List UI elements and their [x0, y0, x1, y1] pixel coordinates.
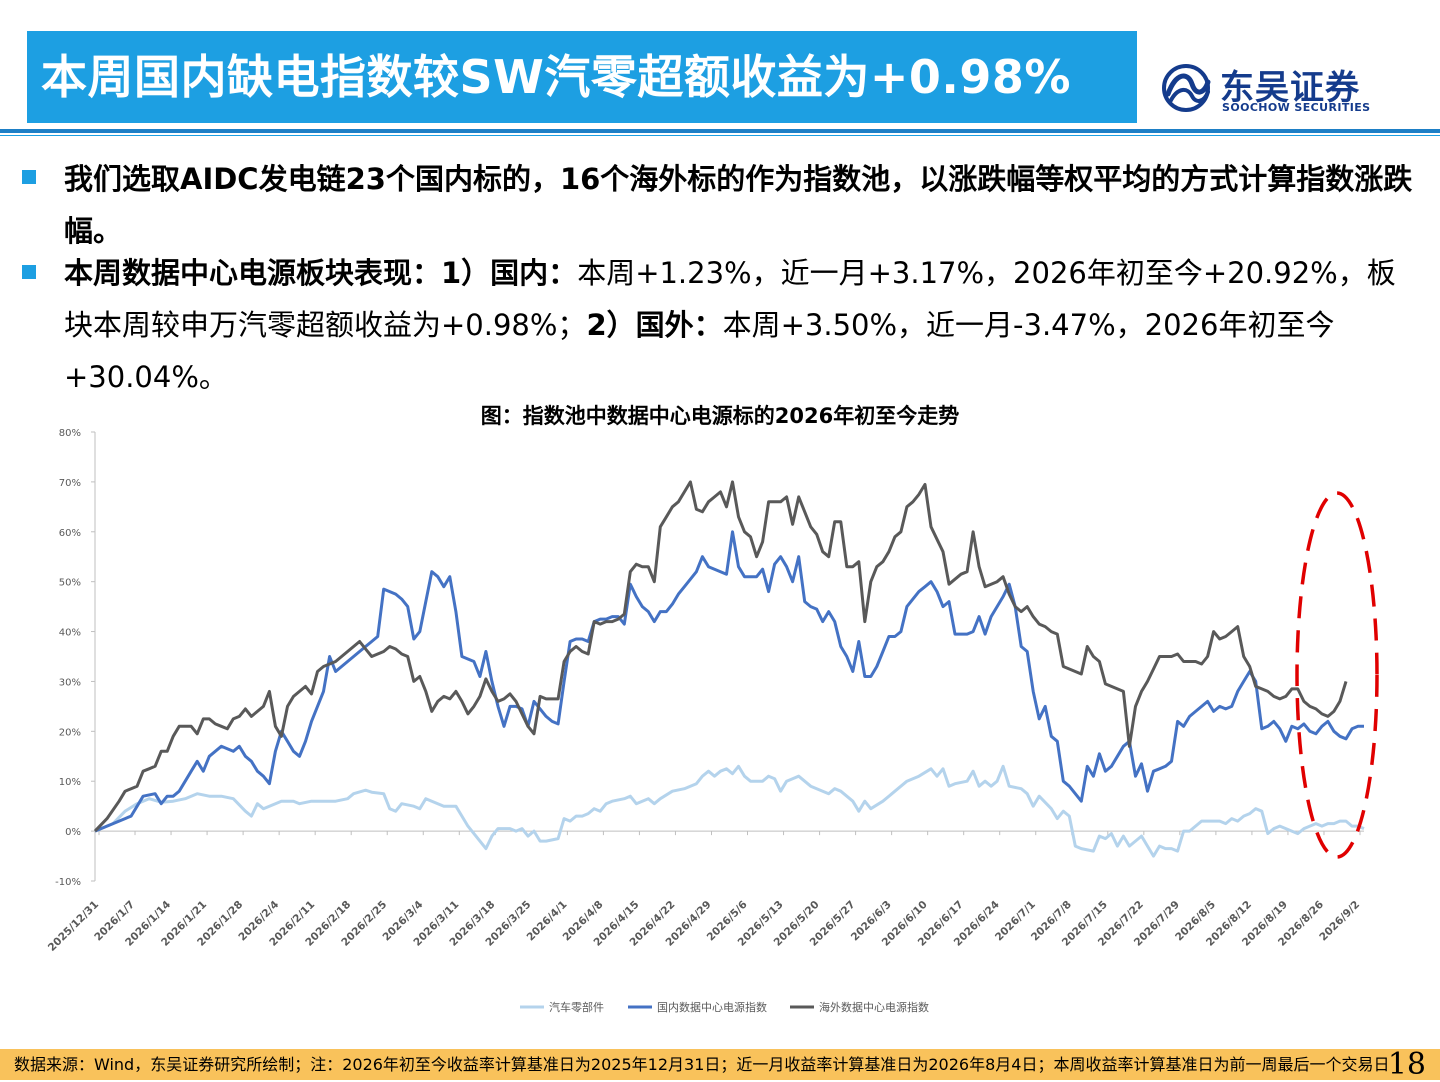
x-tick-label: 2025/12/31 — [46, 899, 101, 954]
y-tick-label: 40% — [59, 628, 81, 639]
bullet-paragraph-1: 我们选取AIDC发电链23个国内标的，16个海外标的作为指数池，以涨跌幅等权平均… — [64, 153, 1424, 257]
footer-bar: 数据来源：Wind，东吴证券研究所绘制；注：2026年初至今收益率计算基准日为2… — [0, 1049, 1440, 1080]
y-tick-label: 0% — [65, 827, 81, 838]
line-chart: -10% 0% 10% 20% 30% 40% 50% 60% 70% 80% 2025/12/31… — [46, 428, 1379, 1014]
legend-label: 汽车零部件 — [549, 1000, 604, 1014]
data-source-note: 数据来源：Wind，东吴证券研究所绘制；注：2026年初至今收益率计算基准日为2… — [14, 1055, 1390, 1074]
bullet-2-text-2: 本周+3.50%，近一月-3.47%，2026年初至今+30.04%。 — [64, 308, 1335, 394]
y-tick-label: -10% — [55, 877, 81, 888]
bullet-2-bold-2: 2）国外： — [586, 308, 723, 342]
series-line-3 — [93, 480, 1348, 833]
y-tick-label: 60% — [59, 528, 81, 539]
series-line-1 — [94, 764, 1365, 858]
bullet-1-bold: 我们选取AIDC发电链23个国内标的，16个海外标的作为指数池，以涨跌幅等权平均… — [64, 162, 1413, 248]
logo-text-en: SOOCHOW SECURITIES — [1222, 101, 1371, 114]
bullet-icon — [22, 265, 36, 279]
chart-title: 图：指数池中数据中心电源标的2026年初至今走势 — [480, 404, 960, 428]
highlight-ellipse — [1295, 491, 1379, 859]
y-tick-label: 20% — [59, 727, 81, 738]
series-line-2 — [94, 530, 1364, 833]
page-title: 本周国内缺电指数较SW汽零超额收益为+0.98% — [41, 50, 1071, 104]
y-tick-label: 70% — [59, 478, 81, 489]
bullet-2-bold-1: 本周数据中心电源板块表现：1）国内： — [64, 256, 578, 290]
bullet-paragraph-2: 本周数据中心电源板块表现：1）国内：本周+1.23%，近一月+3.17%，202… — [64, 247, 1424, 403]
header-divider — [0, 129, 1440, 133]
y-tick-label: 10% — [59, 777, 81, 788]
bullet-icon — [22, 170, 36, 184]
bullet-2-text-1: 本周+1.23%，近一月+3.17%，2026年初至今+20.92%，板块本周较… — [64, 256, 1396, 342]
y-tick-label: 80% — [59, 428, 81, 439]
logo-mark-icon — [1162, 64, 1211, 112]
logo-text-cn: 东吴证券 — [1220, 68, 1360, 108]
page-number: 18 — [1387, 1047, 1426, 1082]
title-bar: 本周国内缺电指数较SW汽零超额收益为+0.98% — [27, 31, 1137, 123]
legend-label: 国内数据中心电源指数 — [657, 1000, 767, 1014]
y-tick-label: 50% — [59, 578, 81, 589]
company-logo: 东吴证券 SOOCHOW SECURITIES — [1162, 62, 1372, 118]
y-tick-label: 30% — [59, 677, 81, 688]
legend-label: 海外数据中心电源指数 — [819, 1000, 929, 1014]
header-divider-thin — [0, 135, 1440, 136]
